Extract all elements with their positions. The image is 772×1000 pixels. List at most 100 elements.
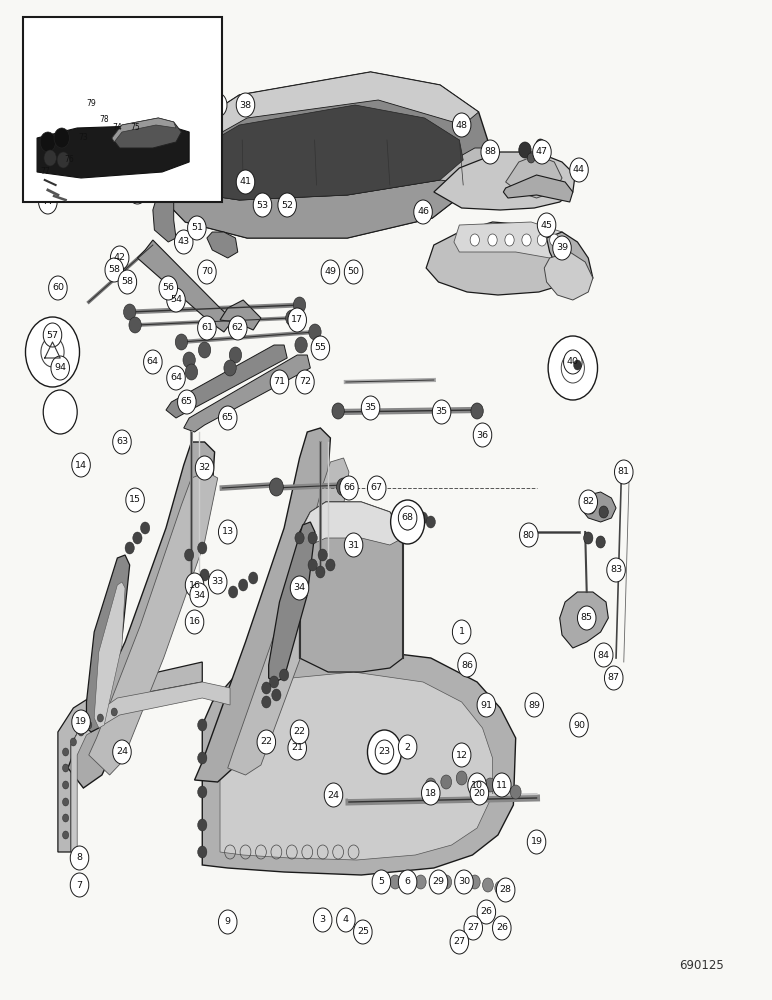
Circle shape: [607, 558, 625, 582]
Circle shape: [236, 170, 255, 194]
Circle shape: [63, 831, 69, 839]
Text: 18: 18: [425, 788, 437, 798]
Text: 32: 32: [198, 464, 211, 473]
Text: 54: 54: [170, 296, 182, 304]
Polygon shape: [220, 672, 493, 860]
Circle shape: [25, 317, 80, 387]
Polygon shape: [154, 148, 490, 200]
Polygon shape: [112, 118, 176, 142]
Circle shape: [190, 583, 208, 607]
Circle shape: [54, 128, 69, 148]
Text: 19: 19: [75, 718, 87, 726]
Polygon shape: [269, 522, 315, 682]
Circle shape: [44, 150, 56, 166]
Circle shape: [441, 775, 452, 789]
Text: 26: 26: [480, 908, 493, 916]
Circle shape: [482, 878, 493, 892]
Text: 73: 73: [79, 133, 88, 142]
Circle shape: [426, 516, 435, 528]
Circle shape: [159, 276, 178, 300]
Text: 2: 2: [405, 742, 411, 752]
Polygon shape: [426, 222, 575, 295]
Text: 42: 42: [113, 253, 126, 262]
Circle shape: [525, 693, 543, 717]
Circle shape: [488, 234, 497, 246]
Circle shape: [72, 453, 90, 477]
Circle shape: [63, 748, 69, 756]
Text: 64: 64: [170, 373, 182, 382]
Circle shape: [594, 643, 613, 667]
Polygon shape: [207, 232, 238, 258]
Circle shape: [39, 190, 57, 214]
Circle shape: [185, 573, 204, 597]
Circle shape: [520, 523, 538, 547]
Circle shape: [236, 93, 255, 117]
Text: 44: 44: [573, 165, 585, 174]
Circle shape: [577, 606, 596, 630]
Circle shape: [185, 364, 198, 380]
Circle shape: [316, 566, 325, 578]
Text: 38: 38: [239, 101, 252, 109]
Circle shape: [133, 532, 142, 544]
Polygon shape: [185, 72, 479, 145]
Text: 16: 16: [188, 617, 201, 626]
Polygon shape: [94, 582, 125, 728]
Polygon shape: [297, 502, 403, 545]
Circle shape: [311, 336, 330, 360]
Circle shape: [257, 730, 276, 754]
Circle shape: [43, 390, 77, 434]
Text: 85: 85: [581, 613, 593, 622]
Text: 34: 34: [293, 584, 306, 592]
Circle shape: [599, 506, 608, 518]
Text: 78: 78: [100, 115, 109, 124]
Circle shape: [537, 213, 556, 237]
Text: 27: 27: [453, 938, 466, 946]
Text: 26: 26: [496, 924, 508, 932]
Circle shape: [262, 696, 271, 708]
Text: 23: 23: [378, 748, 391, 756]
Circle shape: [477, 693, 496, 717]
Circle shape: [425, 778, 436, 792]
Text: 67: 67: [371, 484, 383, 492]
Text: 46: 46: [417, 208, 429, 217]
Circle shape: [43, 323, 62, 347]
Circle shape: [269, 478, 283, 496]
Circle shape: [398, 506, 417, 530]
Circle shape: [70, 738, 76, 746]
Circle shape: [63, 814, 69, 822]
Circle shape: [553, 236, 571, 260]
Circle shape: [185, 549, 194, 561]
Text: 16: 16: [188, 580, 201, 589]
Circle shape: [272, 689, 281, 701]
Circle shape: [470, 781, 489, 805]
Circle shape: [452, 620, 471, 644]
Circle shape: [86, 721, 92, 729]
Circle shape: [113, 740, 131, 764]
Circle shape: [441, 875, 452, 889]
Circle shape: [51, 356, 69, 380]
Text: 68: 68: [401, 514, 414, 522]
Circle shape: [126, 488, 144, 512]
Circle shape: [308, 532, 317, 544]
Circle shape: [195, 456, 214, 480]
Circle shape: [270, 370, 289, 394]
Circle shape: [239, 579, 248, 591]
Text: 45: 45: [540, 221, 553, 230]
Circle shape: [198, 542, 207, 554]
Text: 88: 88: [484, 147, 496, 156]
Text: 40: 40: [567, 358, 579, 366]
Circle shape: [229, 347, 242, 363]
Circle shape: [40, 132, 56, 152]
Text: 58: 58: [108, 265, 120, 274]
Circle shape: [596, 536, 605, 548]
Text: 10: 10: [471, 780, 483, 790]
Circle shape: [401, 514, 414, 530]
Circle shape: [337, 478, 350, 496]
Circle shape: [200, 569, 209, 581]
Circle shape: [391, 500, 425, 544]
Polygon shape: [170, 105, 463, 200]
Circle shape: [498, 781, 509, 795]
Circle shape: [229, 586, 238, 598]
Circle shape: [415, 875, 426, 889]
Bar: [23, 17, 222, 202]
